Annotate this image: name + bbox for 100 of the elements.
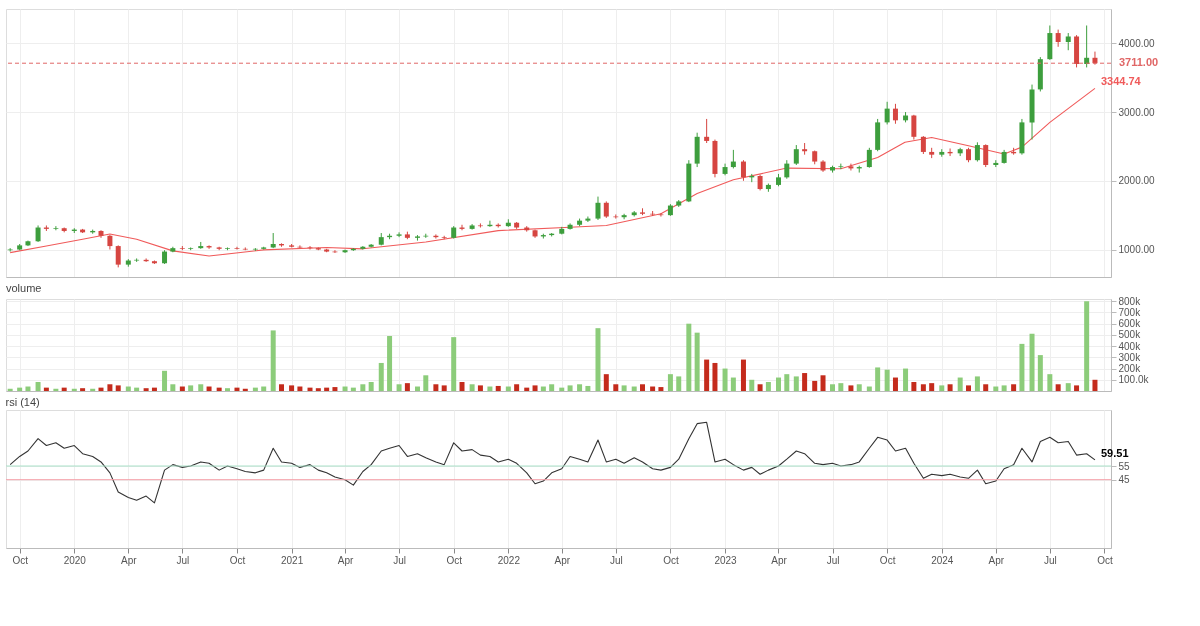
bar: [170, 384, 176, 391]
bar: [7, 388, 13, 391]
candlestick: [585, 216, 591, 223]
annotation: 59.51: [1100, 446, 1129, 459]
bar: [360, 384, 366, 391]
bar: [459, 382, 465, 391]
bar: [279, 384, 285, 391]
bar: [595, 328, 601, 391]
bar: [650, 386, 656, 391]
bar: [567, 385, 573, 391]
bar: [848, 385, 854, 391]
candlestick: [477, 222, 483, 229]
bar: [838, 383, 844, 391]
bar: [704, 359, 710, 391]
bar: [378, 362, 384, 391]
x-tick-label: Apr: [771, 554, 788, 566]
y-tick-label: 600k: [1118, 318, 1142, 330]
y-tick-label: 400k: [1118, 340, 1142, 352]
bar: [676, 376, 682, 391]
bar: [342, 386, 348, 391]
bar: [730, 377, 736, 391]
bar: [784, 374, 790, 391]
candlestick: [704, 118, 710, 144]
candlestick: [730, 149, 736, 169]
bar: [856, 384, 862, 391]
bar: [1092, 379, 1098, 391]
y-tick-label: 300k: [1118, 351, 1142, 363]
x-tick-label: 2022: [497, 554, 521, 566]
bar: [35, 382, 41, 391]
bar: [820, 375, 826, 391]
bar: [830, 384, 836, 391]
y-tick-label: 100.0k: [1118, 374, 1150, 386]
y-tick-label: 45: [1118, 474, 1131, 486]
bar: [289, 385, 295, 391]
candlestick: [983, 143, 989, 168]
bar: [1037, 355, 1043, 391]
bar: [621, 385, 627, 391]
bar: [549, 384, 555, 391]
bar: [71, 388, 77, 391]
bar: [939, 385, 945, 391]
candlestick: [396, 231, 402, 238]
bar: [983, 384, 989, 391]
bar: [1065, 383, 1071, 391]
bar: [451, 337, 457, 391]
bar: [261, 386, 267, 391]
bar: [993, 386, 999, 391]
bar: [947, 384, 953, 391]
bar: [433, 384, 439, 391]
x-tick-label: 2020: [63, 554, 87, 566]
bar: [640, 384, 646, 391]
bar: [802, 373, 808, 391]
bar: [540, 386, 546, 391]
candlestick: [567, 222, 573, 231]
bar: [613, 384, 619, 391]
y-tick-label: 2000.00: [1118, 175, 1156, 187]
bar: [1084, 301, 1090, 391]
x-tick-label: Oct: [229, 554, 246, 566]
bar: [125, 386, 131, 391]
bar: [686, 323, 692, 391]
bar: [25, 386, 31, 391]
candlestick: [848, 163, 854, 171]
bar: [812, 380, 818, 391]
bar: [487, 386, 493, 391]
bar: [911, 382, 917, 391]
y-tick-label: 4000.00: [1118, 37, 1156, 49]
candlestick: [134, 257, 140, 263]
bar: [765, 382, 771, 391]
bar: [423, 375, 429, 391]
bar: [603, 374, 609, 391]
x-tick-label: 2023: [714, 554, 738, 566]
x-tick-label: Apr: [121, 554, 138, 566]
candlestick: [53, 225, 59, 231]
bar: [903, 368, 909, 391]
y-tick-label: 500k: [1118, 329, 1142, 341]
bar: [631, 386, 637, 391]
bar: [505, 386, 511, 391]
bar: [1029, 333, 1035, 391]
bar: [107, 384, 113, 391]
bar: [80, 388, 86, 391]
bar: [469, 384, 475, 391]
x-tick-label: Oct: [1097, 554, 1113, 566]
candlestick: [740, 159, 746, 182]
x-tick-label: Oct: [446, 554, 463, 566]
y-tick-label: 55: [1118, 460, 1131, 472]
bar: [90, 388, 96, 391]
candlestick: [884, 101, 890, 125]
bar: [396, 384, 402, 391]
line-series: [9, 421, 1096, 504]
bar: [441, 385, 447, 391]
bar: [749, 379, 755, 391]
x-tick-label: Oct: [663, 554, 679, 566]
y-tick-label: 1000.00: [1118, 244, 1156, 256]
candlestick: [892, 103, 898, 125]
x-tick-label: Apr: [988, 554, 1005, 566]
bar: [1047, 374, 1053, 391]
bar: [1011, 384, 1017, 391]
chart-title: rsi (14): [5, 396, 40, 408]
bar: [297, 386, 303, 391]
bar: [514, 384, 520, 391]
bar: [115, 385, 121, 391]
